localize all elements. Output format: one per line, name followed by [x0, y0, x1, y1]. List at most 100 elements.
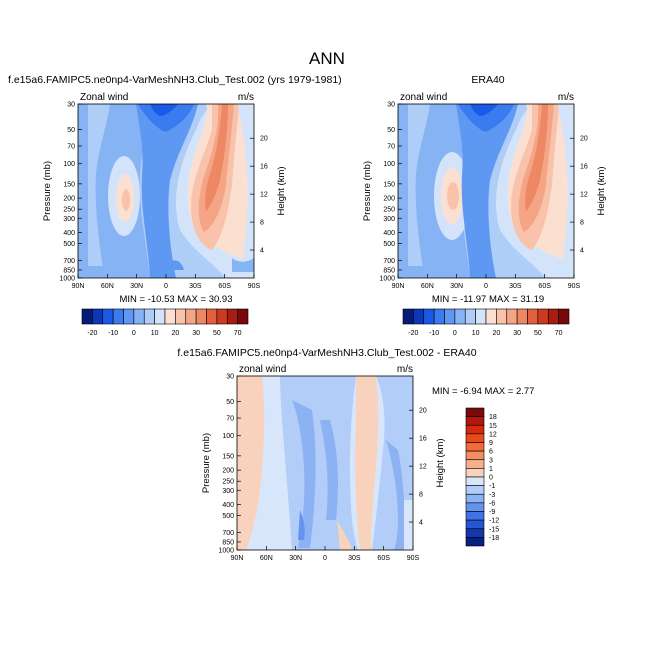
colorbar-label: 70 — [234, 330, 242, 337]
y2-tick-label: 8 — [260, 220, 264, 227]
y-tick-label: 500 — [383, 241, 395, 248]
x-tick-label: 60S — [377, 555, 390, 562]
colorbar-swatch — [537, 308, 549, 325]
colorbar-label: -9 — [489, 509, 495, 516]
colorbar-swatch — [465, 407, 485, 417]
y-tick-label: 70 — [226, 416, 234, 423]
panel-difference: f.e15a6.FAMIPC5.ne0np4-VarMeshNH3.Club_T… — [177, 347, 534, 562]
y-tick-label: 500 — [63, 241, 75, 248]
colorbar-label: 0 — [132, 330, 136, 337]
colorbar-swatch — [237, 308, 249, 325]
colorbar-swatch — [133, 308, 145, 325]
colorbar-swatch — [143, 308, 155, 325]
colorbar-swatch — [81, 308, 93, 325]
y-tick-label: 500 — [222, 513, 234, 520]
y2-tick-label: 16 — [580, 164, 588, 171]
y2-axis-title: Height (km) — [276, 166, 287, 215]
colorbar-swatch — [465, 416, 485, 426]
colorbar-label: 15 — [489, 423, 497, 430]
colorbar-swatch — [465, 502, 485, 512]
colorbar-swatch — [547, 308, 559, 325]
y-axis-title: Pressure (mb) — [362, 161, 373, 221]
colorbar-label: -15 — [489, 526, 499, 533]
colorbar-swatch — [465, 528, 485, 538]
y2-tick-label: 12 — [419, 464, 427, 471]
colorbar-swatch — [465, 468, 485, 478]
x-tick-label: 0 — [164, 283, 168, 290]
y2-tick-label: 4 — [260, 248, 264, 255]
y-tick-label: 50 — [387, 127, 395, 134]
colorbar-label: -10 — [429, 330, 439, 337]
panel-axes: 3050701001502002503004005007008501000481… — [42, 102, 287, 291]
panel-axes: 3050701001502002503004005007008501000481… — [201, 374, 446, 563]
y2-tick-label: 20 — [419, 408, 427, 415]
colorbar-swatch — [527, 308, 539, 325]
y2-tick-label: 16 — [419, 436, 427, 443]
colorbar-label: 6 — [489, 449, 493, 456]
colorbar-swatch — [558, 308, 570, 325]
colorbar-label: -1 — [489, 483, 495, 490]
y-tick-label: 150 — [383, 181, 395, 188]
colorbar-label: 0 — [489, 475, 493, 482]
y-tick-label: 400 — [222, 502, 234, 509]
y-tick-label: 150 — [63, 181, 75, 188]
y-tick-label: 70 — [67, 144, 75, 151]
colorbar-swatch — [465, 485, 485, 495]
y-tick-label: 200 — [383, 196, 395, 203]
colorbar-label: 18 — [489, 414, 497, 421]
x-tick-label: 90N — [231, 555, 244, 562]
y-tick-label: 200 — [222, 468, 234, 475]
colorbar-label: 0 — [453, 330, 457, 337]
colorbar-label: 10 — [151, 330, 159, 337]
y-tick-label: 100 — [383, 161, 395, 168]
colorbar-label: -10 — [108, 330, 118, 337]
y-tick-label: 250 — [383, 207, 395, 214]
x-tick-label: 30N — [289, 555, 302, 562]
colorbar-label: 70 — [555, 330, 563, 337]
colorbar-label: 12 — [489, 431, 497, 438]
y2-tick-label: 20 — [260, 136, 268, 143]
contour-field — [78, 104, 254, 278]
colorbar-label: -12 — [489, 518, 499, 525]
colorbar-label: -20 — [408, 330, 418, 337]
colorbar-swatch — [102, 308, 114, 325]
y-tick-label: 150 — [222, 453, 234, 460]
y2-axis-title: Height (km) — [596, 166, 607, 215]
colorbar-swatch — [464, 308, 476, 325]
colorbar-swatch — [226, 308, 238, 325]
y-tick-label: 300 — [63, 216, 75, 223]
colorbar-label: -3 — [489, 492, 495, 499]
x-tick-label: 0 — [323, 555, 327, 562]
colorbar-label: 3 — [489, 457, 493, 464]
y2-tick-label: 12 — [580, 192, 588, 199]
stats-text: MIN = -11.97 MAX = 31.19 — [432, 294, 544, 305]
colorbar-swatch — [465, 424, 485, 435]
colorbar-swatch — [496, 308, 508, 325]
y-tick-label: 50 — [67, 127, 75, 134]
colorbar-label: -6 — [489, 500, 495, 507]
colorbar-swatch — [444, 308, 456, 325]
y-tick-label: 250 — [222, 479, 234, 486]
colorbar-label: 1 — [489, 466, 493, 473]
panel-axes: 3050701001502002503004005007008501000481… — [362, 102, 607, 291]
y-tick-label: 400 — [383, 230, 395, 237]
y-tick-label: 300 — [383, 216, 395, 223]
panel-model: f.e15a6.FAMIPC5.ne0np4-VarMeshNH3.Club_T… — [8, 74, 342, 305]
colorbar-label: 50 — [534, 330, 542, 337]
y-tick-label: 70 — [387, 144, 395, 151]
y2-tick-label: 8 — [419, 492, 423, 499]
y2-tick-label: 20 — [580, 136, 588, 143]
y-tick-label: 100 — [63, 161, 75, 168]
colorbar-swatch — [465, 519, 485, 530]
colorbar-label: 20 — [492, 330, 500, 337]
stats-text: MIN = -6.94 MAX = 2.77 — [432, 386, 534, 397]
y-tick-label: 1000 — [218, 548, 234, 555]
variable-label: Zonal wind — [80, 92, 128, 103]
colorbar-label: 20 — [171, 330, 179, 337]
colorbar-label: -18 — [489, 535, 499, 542]
colorbar-swatch — [402, 308, 414, 325]
y2-axis-title: Height (km) — [435, 438, 446, 487]
colorbar-swatch — [154, 308, 166, 325]
panel-title: f.e15a6.FAMIPC5.ne0np4-VarMeshNH3.Club_T… — [8, 74, 342, 86]
